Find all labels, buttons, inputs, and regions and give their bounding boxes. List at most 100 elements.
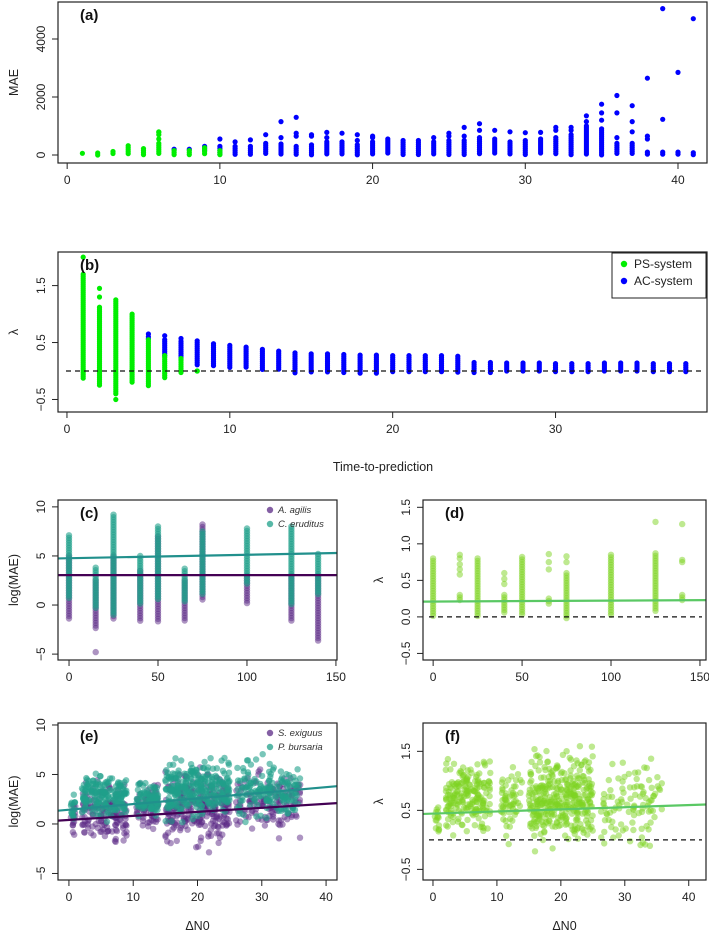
panel-label: (b) xyxy=(80,257,99,274)
data-point xyxy=(553,124,559,130)
data-point xyxy=(476,770,483,777)
data-point xyxy=(110,611,117,618)
data-point xyxy=(517,789,524,796)
y-tick-label: −0.5 xyxy=(399,857,413,881)
data-point xyxy=(502,817,509,825)
data-point xyxy=(354,132,360,138)
data-point xyxy=(169,770,177,777)
data-point xyxy=(499,786,506,794)
data-point xyxy=(233,817,240,824)
data-point xyxy=(134,786,142,794)
x-tick-label: 50 xyxy=(151,670,165,684)
data-point xyxy=(536,368,542,374)
data-point xyxy=(87,829,95,837)
data-point xyxy=(263,814,270,822)
data-point xyxy=(156,150,162,156)
data-point xyxy=(629,103,635,109)
data-point xyxy=(284,816,291,823)
x-tick-label: 0 xyxy=(64,422,71,436)
data-point xyxy=(446,151,452,158)
data-point xyxy=(551,798,559,805)
x-tick-label: 0 xyxy=(430,670,437,684)
data-point xyxy=(186,152,192,158)
data-point xyxy=(187,774,194,781)
data-point xyxy=(162,833,169,840)
data-point xyxy=(629,819,636,826)
data-point xyxy=(184,826,191,833)
data-point xyxy=(150,825,157,833)
data-point xyxy=(558,795,565,802)
series-p-bursaria xyxy=(67,751,304,826)
data-point xyxy=(194,812,201,820)
legend-marker xyxy=(266,729,274,737)
series-- xyxy=(431,743,665,855)
data-point xyxy=(286,771,293,779)
data-point xyxy=(247,151,253,157)
data-point xyxy=(272,794,279,801)
data-point xyxy=(217,136,223,142)
data-point xyxy=(612,826,619,833)
data-point xyxy=(588,823,595,831)
data-point xyxy=(451,795,459,802)
data-point xyxy=(650,792,657,800)
panel-label: (f) xyxy=(445,728,460,745)
x-tick-label: 10 xyxy=(213,173,227,187)
data-point xyxy=(232,151,238,157)
data-point xyxy=(535,767,542,774)
data-point xyxy=(137,791,144,798)
data-point xyxy=(415,151,421,158)
data-point xyxy=(532,796,539,803)
data-point xyxy=(565,835,572,843)
data-point xyxy=(501,569,508,577)
data-point xyxy=(429,612,437,620)
data-point xyxy=(614,150,620,156)
data-point xyxy=(116,789,123,796)
y-tick-label: 10 xyxy=(34,500,48,514)
data-point xyxy=(583,151,590,157)
data-point xyxy=(308,369,314,375)
data-point xyxy=(574,782,581,790)
data-point xyxy=(600,795,607,803)
data-point xyxy=(182,779,189,786)
data-point xyxy=(296,834,304,841)
data-point xyxy=(450,832,457,839)
data-point xyxy=(197,834,205,841)
data-point xyxy=(278,135,284,141)
data-point xyxy=(528,758,535,766)
data-point xyxy=(70,791,78,798)
data-point xyxy=(208,820,215,827)
plot-area xyxy=(66,254,703,403)
data-point xyxy=(464,767,471,774)
data-point xyxy=(512,797,519,805)
data-point xyxy=(532,762,539,770)
data-point xyxy=(599,101,605,107)
data-point xyxy=(239,764,247,772)
data-point xyxy=(508,803,515,810)
data-point xyxy=(479,823,486,830)
data-point xyxy=(675,69,681,75)
data-point xyxy=(175,775,182,783)
y-axis-title: λ xyxy=(372,576,386,583)
data-point xyxy=(137,617,144,624)
data-point xyxy=(433,806,440,813)
data-point xyxy=(205,833,212,840)
series-ac-system xyxy=(145,331,689,376)
data-point xyxy=(122,808,130,815)
data-point xyxy=(443,822,450,829)
data-point xyxy=(69,821,77,829)
panel-label: (e) xyxy=(80,728,98,745)
data-point xyxy=(583,113,590,119)
data-point xyxy=(619,759,626,766)
plot-frame xyxy=(57,251,708,413)
data-point xyxy=(242,818,249,826)
data-point xyxy=(476,121,483,127)
data-point xyxy=(479,802,486,809)
data-point xyxy=(538,129,544,135)
data-point xyxy=(576,767,583,774)
data-point xyxy=(178,369,184,376)
data-point xyxy=(153,795,161,802)
data-point xyxy=(422,369,428,375)
data-point xyxy=(509,764,517,771)
data-point xyxy=(112,838,119,845)
data-point xyxy=(492,127,498,133)
